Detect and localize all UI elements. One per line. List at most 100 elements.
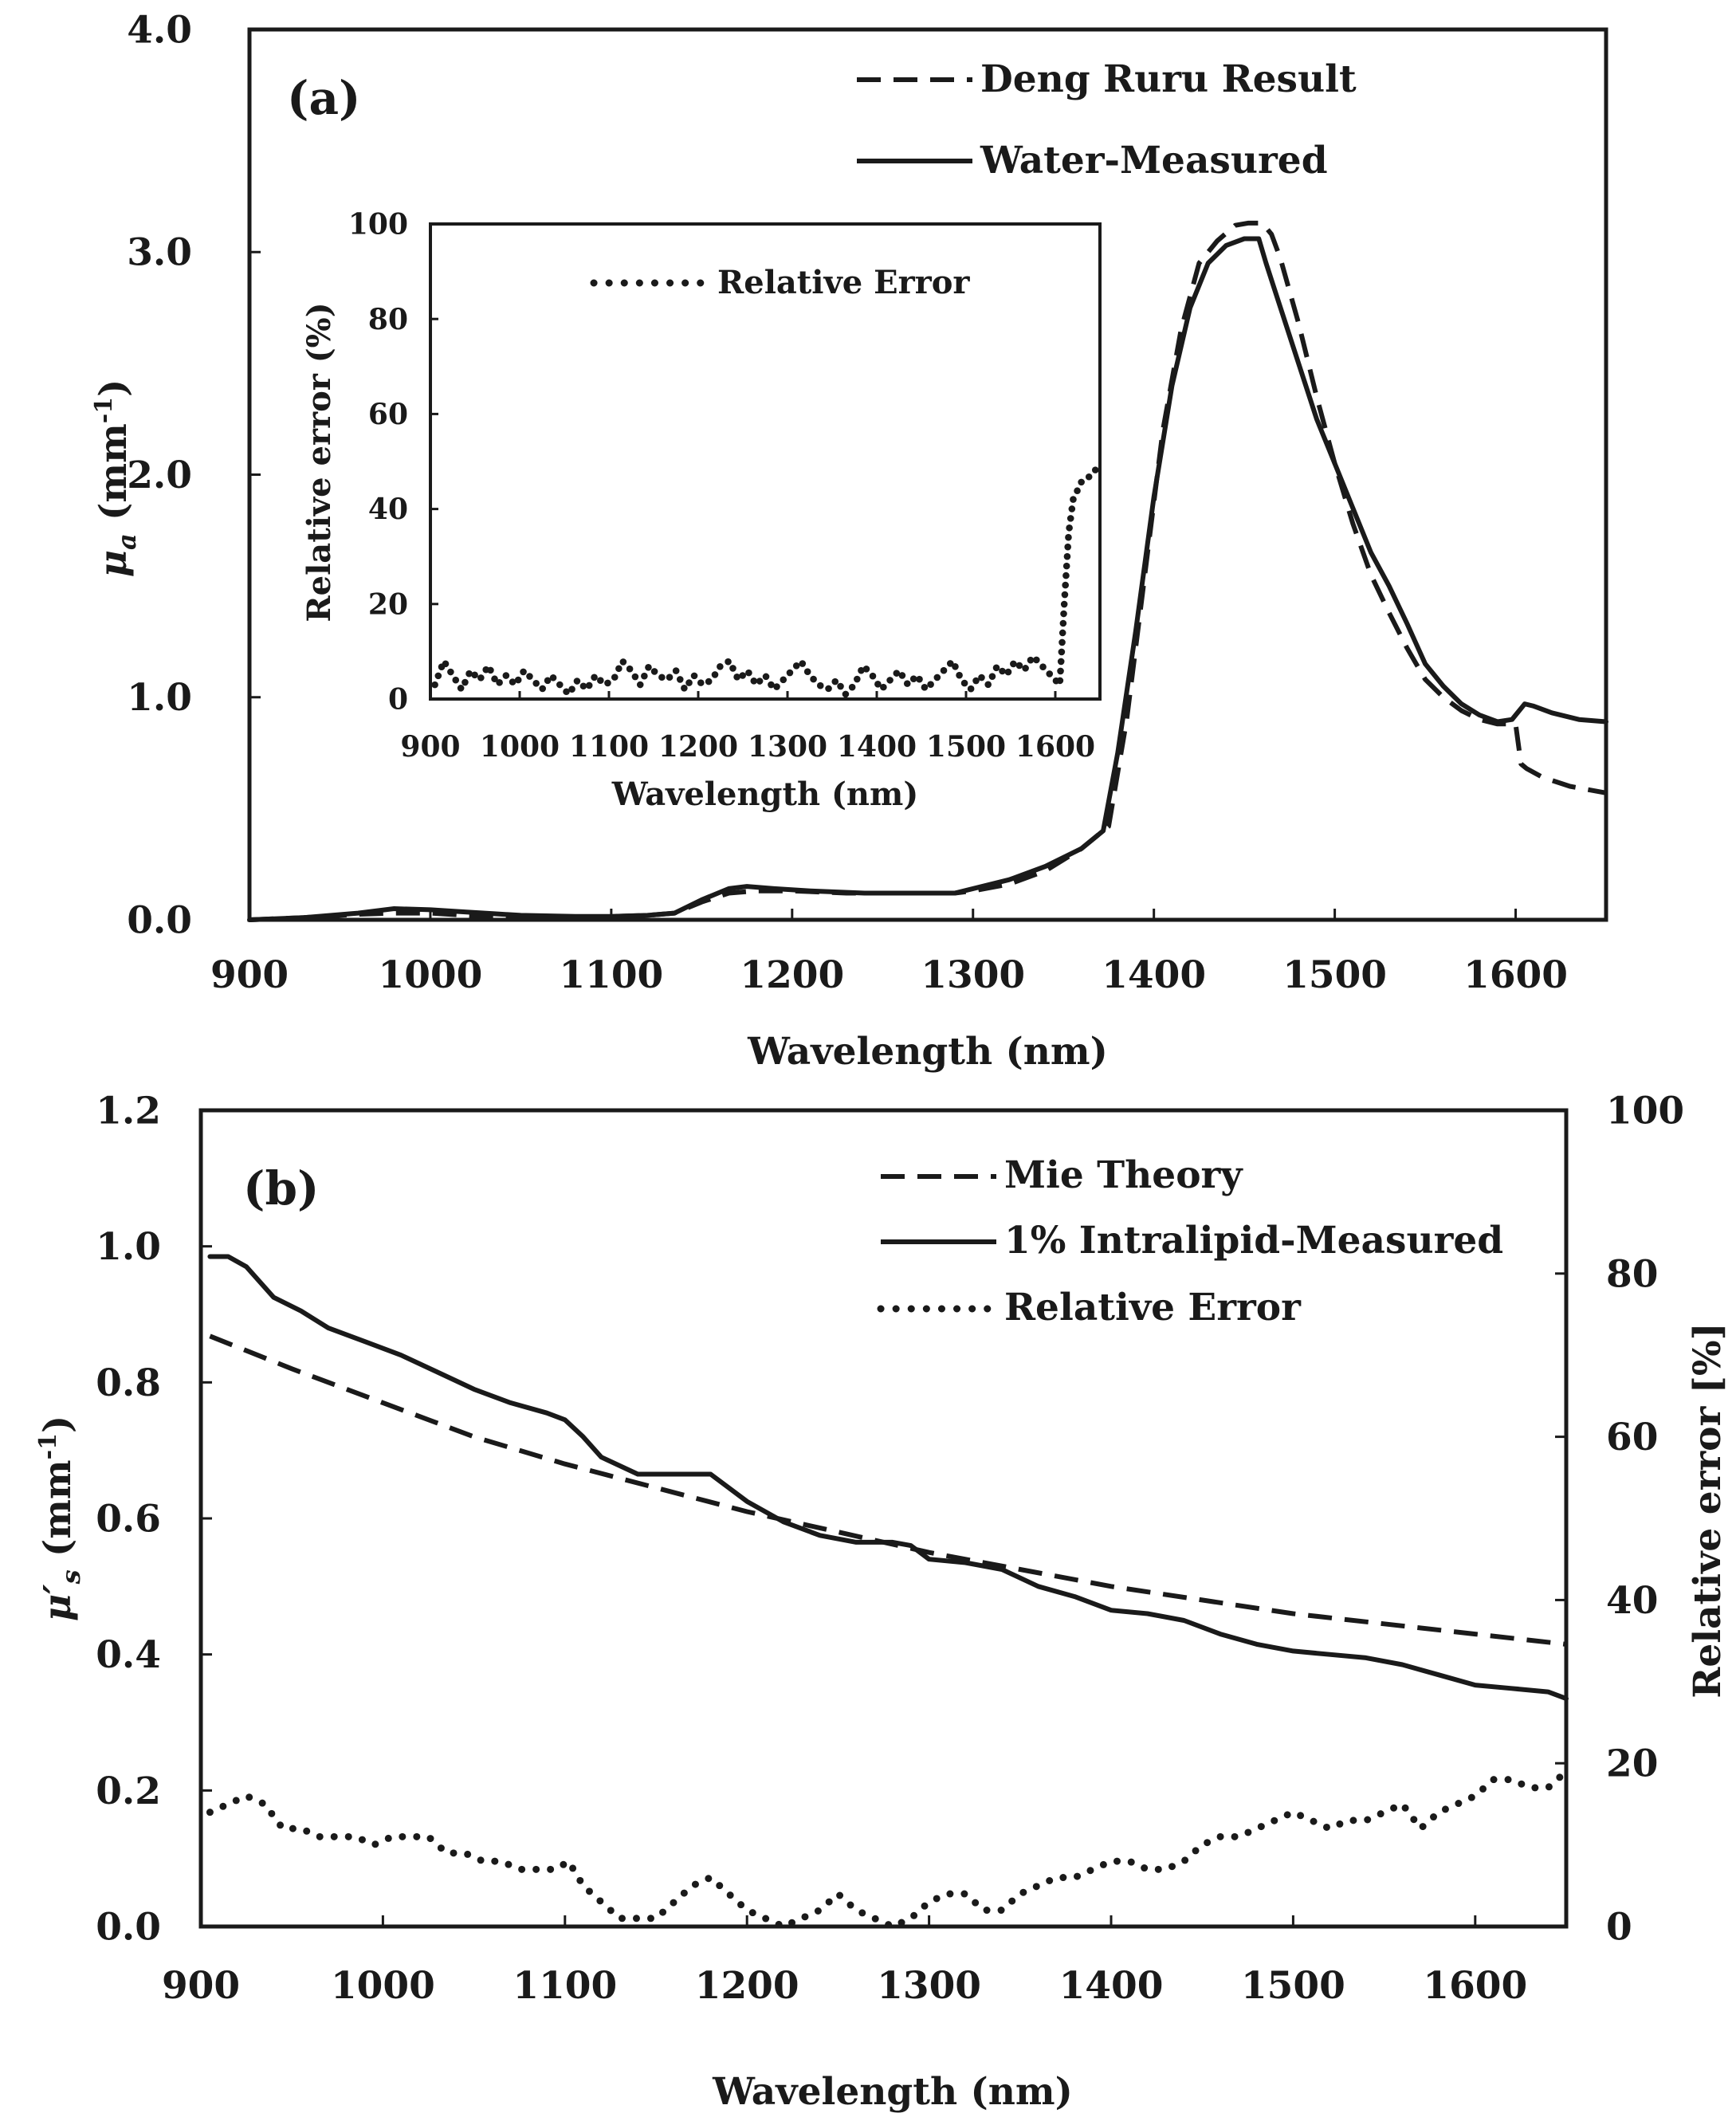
relative-error-point [898,672,906,679]
panel-b-y2-axis-label: Relative error [%] [1686,1322,1730,1698]
relative-error-point [869,672,877,680]
relative-error-point [921,684,929,691]
relative-error-point [1154,1865,1162,1873]
relative-error-point [927,681,934,688]
relative-error-point [786,669,794,677]
relative-error-point [1531,1784,1539,1792]
relative-error-point [1061,591,1069,599]
x-tick-label: 1300 [921,953,1025,997]
relative-error-point [729,665,736,672]
relative-error-point [1070,496,1077,503]
legend-water-measured: Water-Measured [980,139,1328,183]
relative-error-point [717,663,724,670]
y2-tick-label: 60 [1606,1416,1658,1459]
x-tick-label: 900 [210,953,289,997]
relative-error-point [952,662,959,670]
relative-error-point [846,1901,854,1909]
relative-error-point [491,1857,499,1865]
relative-error-point [1015,662,1023,670]
panel-b-label: (b) [243,1161,319,1216]
y2-tick-label: 80 [1606,1252,1658,1296]
relative-error-point [972,677,980,685]
relative-error-point [514,676,522,684]
relative-error-point [831,678,839,685]
relative-error-point [803,668,811,675]
relative-error-point [650,668,658,675]
relative-error-point [933,1895,941,1903]
inset-legend: Relative Error [590,264,970,301]
x-tick-label: 1100 [559,953,663,997]
relative-error-point [450,1849,458,1857]
panel-b-ylabel-close: ) [36,1416,80,1433]
relative-error-point [1022,665,1029,672]
relative-error-point [862,665,870,673]
relative-error-point [1062,562,1070,570]
relative-error-point [277,1821,285,1829]
relative-error-point [1064,543,1071,551]
inset-legend-relative-error: Relative Error [717,264,970,301]
relative-error-point [1430,1813,1438,1821]
relative-error-point [413,1832,421,1840]
relative-error-point [526,673,533,680]
panel-a-ylabel-unit: (mm [92,423,136,533]
relative-error-point [206,1809,214,1817]
relative-error-point [1004,668,1012,676]
relative-error-point [1467,1793,1475,1801]
relative-error-point [685,679,693,686]
relative-error-point [1504,1776,1512,1784]
relative-error-point [1518,1780,1526,1788]
y-tick-label: 0.2 [96,1769,161,1813]
relative-error-point [268,1809,276,1817]
relative-error-point [626,665,634,673]
relative-error-point [1244,1828,1252,1836]
y-tick-label: 100 [348,208,408,242]
relative-error-point [646,1915,654,1923]
relative-error-point [1063,552,1071,560]
y-tick-label: 1.2 [96,1089,161,1133]
relative-error-point [750,677,758,685]
x-tick-label: 1000 [331,1964,435,2008]
relative-error-point [1085,473,1093,481]
relative-error-point [816,681,824,689]
relative-error-point [464,1850,472,1858]
relative-error-point [1059,1874,1067,1882]
relative-error-point [874,681,882,688]
panel-a-ylabel-close: ) [92,379,136,397]
relative-error-point [549,674,557,681]
relative-error-point [619,658,627,666]
relative-error-point [532,1865,540,1873]
y-tick-label: 40 [368,493,408,526]
relative-error-point [972,1899,980,1907]
relative-error-point [780,676,787,684]
inset-plot-frame [429,222,1102,701]
relative-error-point [762,1915,770,1923]
x-tick-label: 1600 [1423,1964,1527,2008]
relative-error-point [909,675,917,682]
relative-error-point [697,679,705,686]
legend-intralipid-measured: 1% Intralipid-Measured [1004,1219,1503,1263]
relative-error-point [848,683,856,691]
relative-error-point [1490,1776,1498,1784]
x-tick-label: 1200 [740,953,844,997]
relative-error-point [556,681,564,689]
relative-error-point [1074,487,1081,495]
panel-a-ylabel-subscript: a [112,533,142,550]
relative-error-point [544,677,552,685]
relative-error-point [465,670,473,678]
relative-error-point [1008,1897,1016,1905]
relative-error-point [505,1860,513,1868]
relative-error-point [658,674,666,681]
relative-error-point [631,673,639,681]
relative-error-point [1141,1864,1149,1872]
relative-error-point [1060,610,1067,618]
relative-error-point [604,679,611,687]
relative-error-point [563,688,570,696]
relative-error-point [1204,1839,1212,1847]
relative-error-point [539,685,546,693]
relative-error-point [788,1919,796,1927]
relative-error-point [903,680,911,687]
relative-error-point [799,660,807,667]
relative-error-point [371,1840,379,1848]
relative-error-point [611,674,619,681]
